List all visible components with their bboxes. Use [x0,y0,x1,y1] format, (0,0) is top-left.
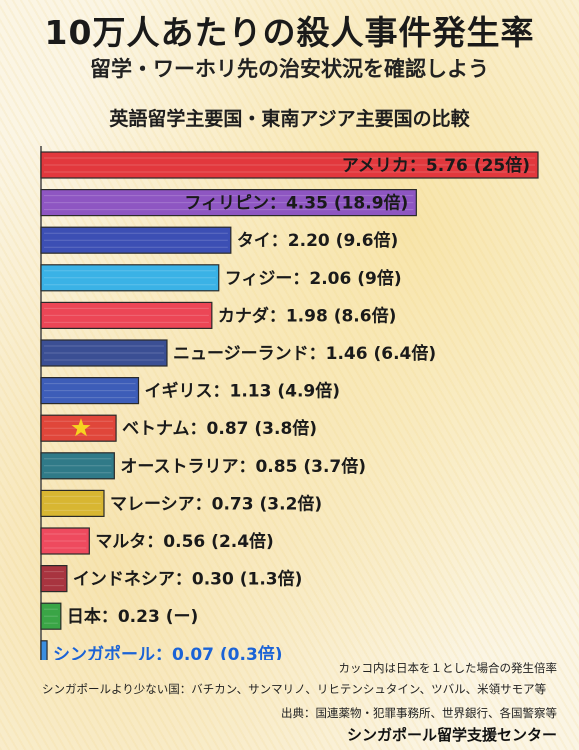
bar-label: ベトナム：0.87 (3.8倍) [122,418,317,439]
bar-label: オーストラリア：0.85 (3.7倍) [120,456,366,477]
bar-row: ベトナム：0.87 (3.8倍) [40,414,317,442]
bar [40,489,105,517]
bar-label: イギリス：1.13 (4.9倍) [145,381,341,402]
page-title: 10万人あたりの殺人事件発生率 [44,13,535,52]
bar [40,602,62,630]
bar-row: イギリス：1.13 (4.9倍) [40,377,341,405]
bar-label: ニュージーランド：1.46 (6.4倍) [173,343,436,364]
bar-label: アメリカ：5.76 (25倍) [342,155,530,176]
bar [40,151,539,179]
bar [40,339,168,367]
credit: シンガポール留学支援センター [346,726,557,744]
bar-row: タイ：2.20 (9.6倍) [40,226,399,254]
star-icon [71,418,91,437]
bar-label: マレーシア：0.73 (3.2倍) [110,493,322,514]
bar-label: インドネシア：0.30 (1.3倍) [73,569,303,590]
bar [40,264,220,292]
bar [40,414,117,442]
bar [40,452,115,480]
section-heading: 英語留学主要国・東南アジア主要国の比較 [109,108,470,130]
bar-row: アメリカ：5.76 (25倍) [40,151,539,179]
bar-row: マルタ：0.56 (2.4倍) [40,527,274,555]
bar-row: マレーシア：0.73 (3.2倍) [40,489,322,517]
bar-row: フィジー：2.06 (9倍) [40,264,402,292]
bar [40,301,213,329]
page-subtitle: 留学・ワーホリ先の治安状況を確認しよう [90,57,489,81]
bar-row: シンガポール：0.07 (0.3倍) [40,640,283,660]
bar-label: フィジー：2.06 (9倍) [225,268,402,289]
bar-row: フィリピン：4.35 (18.9倍) [40,189,417,217]
bar-row: ニュージーランド：1.46 (6.4倍) [40,339,436,367]
bar [40,189,417,217]
bar [40,377,140,405]
bar [40,564,68,593]
bar-row: カナダ：1.98 (8.6倍) [40,301,397,329]
bar-label: 日本：0.23 (ー) [67,606,198,627]
bar-row: インドネシア：0.30 (1.3倍) [40,564,303,593]
bar-chart: アメリカ：5.76 (25倍) フィリピン：4.35 (18.9倍) タイ：2.20… [40,146,539,660]
bar-row: 日本：0.23 (ー) [40,602,198,630]
bar [40,640,48,660]
fewer-countries-note: シンガポールより少ない国：バチカン、サンマリノ、リヒテンシュタイン、ツバル、米領… [42,682,547,696]
bar-label: マルタ：0.56 (2.4倍) [95,531,274,552]
ratio-note: カッコ内は日本を１とした場合の発生倍率 [338,661,558,675]
bar-label: フィリピン：4.35 (18.9倍) [184,193,408,214]
bar-label: シンガポール：0.07 (0.3倍) [53,644,283,660]
bar-row: オーストラリア：0.85 (3.7倍) [40,452,366,480]
source-note: 出典：国連薬物・犯罪事務所、世界銀行、各国警察等 [281,706,557,720]
bar [40,226,232,254]
bar [40,527,90,555]
bar-label: カナダ：1.98 (8.6倍) [218,305,397,326]
bar-label: タイ：2.20 (9.6倍) [237,230,399,251]
